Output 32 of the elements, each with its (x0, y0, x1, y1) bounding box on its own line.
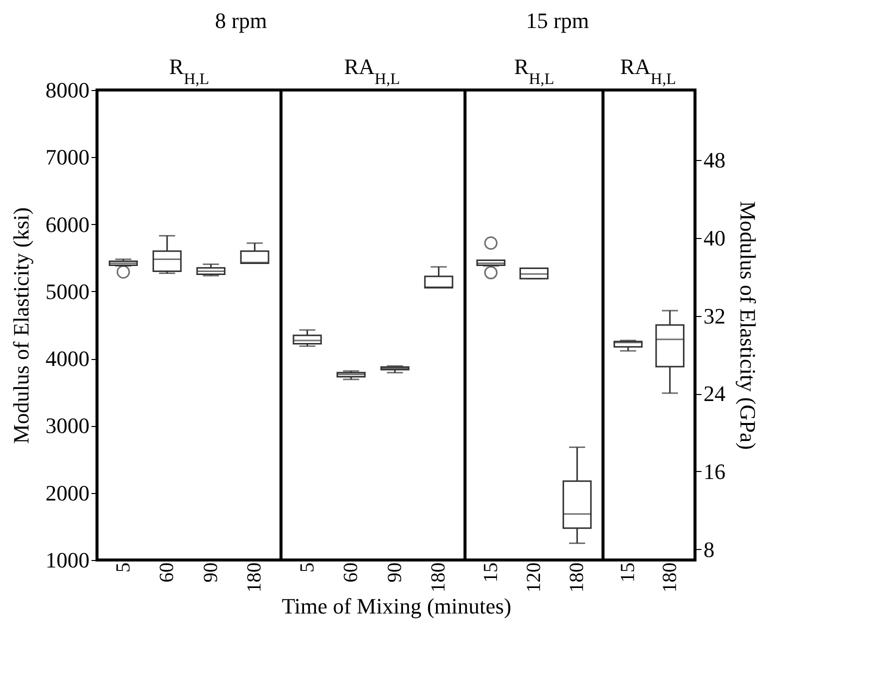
y2-tick-label: 8 (704, 536, 714, 562)
y2-tick-label: 48 (704, 148, 726, 173)
y-tick-label: 1000 (46, 548, 90, 572)
x-tick-label: 180 (244, 562, 266, 592)
x-tick-label: 15 (480, 562, 502, 582)
x-tick-label: 90 (384, 562, 406, 582)
y-tick-label: 4000 (46, 346, 90, 372)
y-tick-label: 5000 (46, 278, 90, 304)
x-tick-label: 5 (296, 562, 318, 572)
y2-tick-label: 24 (704, 381, 726, 406)
y2-tick-label: 32 (704, 303, 726, 328)
y-tick-label: 6000 (46, 212, 90, 237)
y2-tick-label: 16 (704, 458, 726, 484)
y2-axis-title: Modulus of Elasticity (GPa) (736, 201, 760, 450)
y-tick-label: 7000 (46, 144, 90, 170)
y-tick-label: 2000 (46, 480, 90, 506)
x-tick-label: 60 (340, 562, 362, 582)
y2-tick-label: 40 (704, 225, 726, 250)
x-axis-title: Time of Mixing (minutes) (282, 594, 512, 618)
chart-title: 15 rpm (526, 8, 589, 33)
x-tick-label: 180 (658, 562, 681, 592)
y-tick-label: 3000 (46, 413, 90, 438)
y-axis-title: Modulus of Elasticity (ksi) (8, 207, 34, 444)
x-tick-label: 180 (566, 562, 588, 592)
x-tick-label: 15 (617, 562, 640, 582)
chart-title: 8 rpm (215, 8, 267, 33)
x-tick-label: 60 (156, 562, 178, 582)
y-tick-label: 8000 (46, 78, 90, 102)
x-tick-label: 90 (200, 562, 222, 582)
x-tick-label: 120 (523, 562, 545, 592)
x-tick-label: 180 (428, 562, 450, 592)
x-tick-label: 5 (112, 562, 134, 572)
